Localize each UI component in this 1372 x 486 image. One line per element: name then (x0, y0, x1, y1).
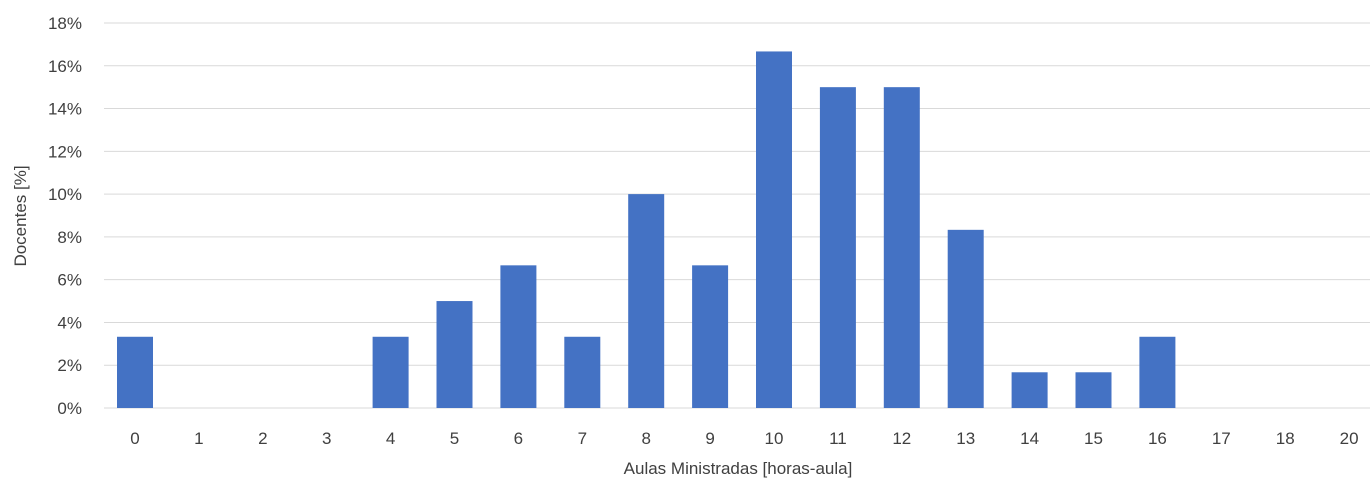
y-tick-label: 8% (57, 228, 82, 247)
y-tick-label: 10% (48, 185, 82, 204)
y-tick-label: 14% (48, 100, 82, 119)
bar-12 (883, 87, 920, 409)
y-tick-label: 4% (57, 313, 82, 332)
y-axis-title: Docentes [%] (11, 165, 30, 266)
x-tick-label: 2 (258, 429, 267, 448)
x-tick-label: 18 (1276, 429, 1295, 448)
y-tick-label: 18% (48, 14, 82, 33)
bar-0 (117, 336, 153, 408)
y-tick-label: 2% (57, 356, 82, 375)
x-tick-label: 11 (829, 429, 847, 448)
x-tick-label: 20 (1340, 429, 1359, 448)
bar-7 (564, 336, 601, 408)
x-tick-label: 17 (1212, 429, 1231, 448)
bar-14 (1011, 372, 1048, 408)
x-tick-label: 15 (1084, 429, 1103, 448)
x-tick-label: 4 (386, 429, 395, 448)
y-tick-label: 16% (48, 57, 82, 76)
x-tick-label: 6 (514, 429, 523, 448)
x-axis-title: Aulas Ministradas [horas-aula] (624, 459, 853, 478)
x-tick-label: 7 (578, 429, 587, 448)
x-tick-label: 9 (705, 429, 714, 448)
x-tick-label: 3 (322, 429, 331, 448)
bar-8 (628, 194, 665, 408)
gridlines (104, 22, 1370, 409)
x-tick-label: 10 (765, 429, 784, 448)
y-tick-label: 12% (48, 142, 82, 161)
bar-15 (1075, 372, 1112, 408)
bar-9 (692, 265, 729, 408)
y-tick-label: 6% (57, 271, 82, 290)
x-tick-label: 0 (130, 429, 139, 448)
x-tick-label: 13 (956, 429, 975, 448)
bar-16 (1139, 336, 1176, 408)
x-tick-label: 12 (892, 429, 911, 448)
bar-4 (372, 336, 409, 408)
x-tick-label: 5 (450, 429, 459, 448)
bar-10 (756, 51, 792, 408)
y-tick-label: 0% (57, 399, 82, 418)
bar-5 (436, 301, 473, 408)
bar-11 (819, 87, 856, 409)
x-tick-label: 14 (1020, 429, 1039, 448)
x-tick-label: 8 (641, 429, 650, 448)
x-axis-ticks: 0 1 2 3 4 5 6 7 8 9 10 11 12 13 14 15 16 17 18 20 (130, 429, 1358, 448)
x-tick-label: 16 (1148, 429, 1167, 448)
y-axis-ticks: 0% 2% 4% 6% 8% 10% 12% 14% 16% 18% (48, 14, 82, 418)
bar-6 (500, 265, 537, 408)
x-tick-label: 1 (194, 429, 203, 448)
bar-13 (947, 229, 984, 408)
bars (117, 51, 1176, 409)
